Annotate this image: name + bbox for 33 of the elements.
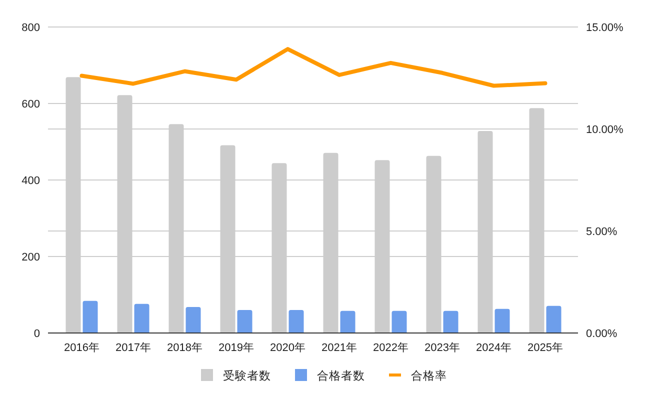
- x-tick-label: 2018年: [167, 342, 202, 354]
- bar: [237, 310, 252, 333]
- bar: [82, 300, 98, 333]
- x-tick-label: 2023年: [424, 342, 460, 354]
- bar: [134, 304, 150, 333]
- x-tick-label: 2021年: [322, 342, 357, 354]
- bar: [494, 308, 510, 333]
- bar: [546, 306, 562, 333]
- x-tick-label: 2020年: [270, 342, 306, 354]
- y2-tick-label: 15.00%: [586, 22, 624, 34]
- bar: [186, 306, 201, 333]
- line-series: [80, 47, 548, 88]
- bar: [392, 310, 407, 333]
- y-tick-label: 200: [22, 252, 40, 264]
- x-tick-label: 2019年: [218, 342, 254, 354]
- y-tick-label: 600: [22, 98, 40, 110]
- y-tick-label: 0: [34, 328, 40, 340]
- x-tick-label: 2016年: [64, 342, 100, 354]
- y2-tick-label: 10.00%: [586, 124, 624, 136]
- x-tick-label: 2022年: [373, 342, 408, 354]
- y-tick-label: 800: [22, 22, 40, 34]
- legend-label: 合格者数: [317, 370, 365, 382]
- legend-label: 合格率: [411, 368, 447, 382]
- y-tick-label: 400: [22, 175, 40, 187]
- bar: [340, 310, 356, 333]
- x-tick-label: 2017年: [116, 342, 151, 354]
- y2-tick-label: 5.00%: [586, 226, 618, 238]
- x-tick-label: 2025年: [528, 342, 563, 354]
- x-tick-label: 2024年: [476, 342, 512, 354]
- bar: [288, 310, 304, 333]
- y2-tick-label: 0.00%: [586, 328, 618, 340]
- legend-label: 受験者数: [223, 370, 271, 382]
- bar: [443, 310, 458, 333]
